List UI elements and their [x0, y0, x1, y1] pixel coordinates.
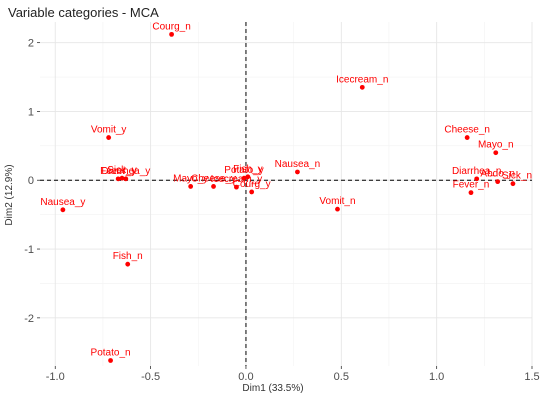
point-label: Vomit_y	[91, 125, 127, 136]
y-tick-label: 1	[28, 106, 34, 118]
point-labels: Courg_n Icecream_n Vomit_y Cheese_n Mayo_n Fe…	[40, 21, 532, 358]
x-tick-label: -1.0	[46, 371, 65, 383]
data-points	[60, 31, 516, 363]
x-tick-label: 1.5	[524, 371, 539, 383]
x-tick-label: 1.0	[429, 371, 444, 383]
point-label: Mayo_y	[173, 173, 208, 184]
point-label: Sick_n	[502, 171, 532, 182]
data-point	[188, 184, 194, 189]
data-point	[60, 207, 66, 213]
data-point	[119, 175, 125, 181]
point-label: Cheese_n	[444, 125, 490, 136]
x-axis-title: Dim1 (33.5%)	[242, 383, 303, 394]
y-tick-label: -1	[24, 244, 34, 256]
point-label: Diarrhea_y	[101, 166, 150, 177]
data-point	[295, 169, 300, 175]
data-point	[359, 84, 365, 90]
data-point	[241, 175, 247, 181]
data-point	[169, 31, 174, 37]
y-axis-title: Dim2 (12.9%)	[4, 164, 15, 225]
data-point	[464, 135, 470, 140]
x-tick-label: 0.0	[238, 371, 253, 383]
reference-lines	[40, 22, 532, 366]
data-point	[115, 176, 121, 182]
point-label: Icecream_n	[336, 74, 388, 85]
point-label: Nausea_y	[40, 197, 85, 208]
point-label: Courg_n	[152, 21, 190, 32]
x-tick-label: 0.5	[334, 371, 349, 383]
data-point	[123, 176, 129, 182]
point-label: Potato_n	[91, 347, 131, 358]
data-point	[510, 181, 516, 187]
point-label: Fish_n	[113, 251, 143, 262]
point-label: Fever_n	[453, 180, 490, 191]
point-label: Fever_y	[100, 166, 136, 177]
point-label: Sick_y	[107, 165, 136, 176]
data-point	[211, 184, 216, 189]
axis-ticks: -1.0 -0.5 0.0 0.5 1.0 1.5 -2 -1 0 1 2	[24, 38, 539, 383]
data-point	[125, 261, 131, 267]
data-point	[234, 184, 239, 190]
data-point	[249, 189, 255, 195]
point-label: Cheese_y	[191, 173, 236, 184]
data-point	[474, 176, 480, 182]
data-point	[493, 150, 499, 156]
y-tick-label: 2	[28, 38, 34, 50]
plot-grid	[40, 22, 533, 366]
data-point	[106, 135, 112, 140]
point-label: Icecream_y	[211, 174, 263, 185]
data-point	[108, 358, 113, 363]
data-point	[245, 174, 251, 180]
point-label: Potato_y	[224, 165, 263, 176]
point-label: Diarrhea_n	[452, 166, 501, 177]
point-label: Fish_y	[233, 164, 262, 175]
x-tick-label: -0.5	[141, 371, 160, 383]
chart-title: Variable categories - MCA	[8, 5, 159, 20]
point-label: Courg_y	[233, 179, 271, 190]
y-tick-label: 0	[28, 175, 34, 187]
data-point	[468, 190, 474, 196]
point-label: Vomit_n	[319, 196, 355, 207]
y-tick-label: -2	[24, 313, 34, 325]
data-point	[335, 206, 340, 212]
data-point	[495, 179, 501, 185]
point-label: Mayo_n	[478, 140, 514, 151]
point-label: Abdo_n	[480, 169, 514, 180]
point-label: Nausea_n	[275, 159, 321, 170]
